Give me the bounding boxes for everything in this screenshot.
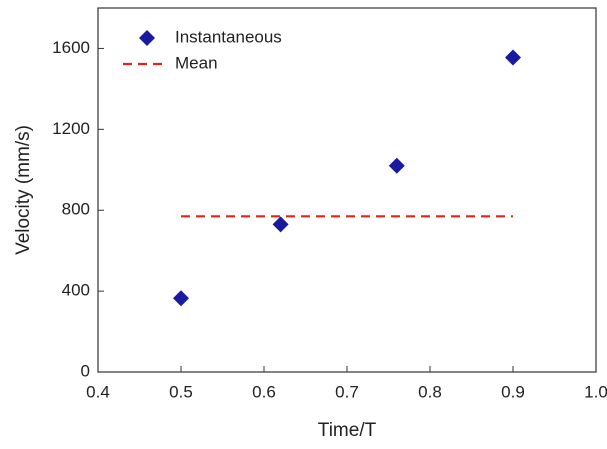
x-tick-label: 0.8 — [418, 382, 442, 401]
x-tick-label: 0.9 — [501, 382, 525, 401]
y-tick-label: 0 — [81, 361, 90, 380]
x-tick-label: 0.5 — [169, 382, 193, 401]
data-point — [388, 157, 405, 174]
y-tick-label: 1600 — [52, 38, 90, 57]
y-tick-label: 400 — [62, 281, 90, 300]
legend-label: Mean — [175, 53, 218, 72]
legend-label: Instantaneous — [175, 27, 282, 46]
y-tick-label: 800 — [62, 200, 90, 219]
x-tick-label: 0.4 — [86, 382, 110, 401]
data-point — [505, 49, 521, 66]
x-tick-label: 1.0 — [584, 382, 607, 401]
x-tick-label: 0.6 — [252, 382, 276, 401]
plot-frame — [97, 7, 597, 373]
y-tick-label: 1200 — [52, 119, 90, 138]
x-tick-label: 0.7 — [335, 382, 359, 401]
y-axis-title: Velocity (mm/s) — [13, 125, 34, 255]
data-point — [173, 290, 189, 307]
data-point — [272, 216, 289, 233]
legend-marker — [139, 30, 155, 46]
x-axis-title: Time/T — [318, 420, 377, 441]
